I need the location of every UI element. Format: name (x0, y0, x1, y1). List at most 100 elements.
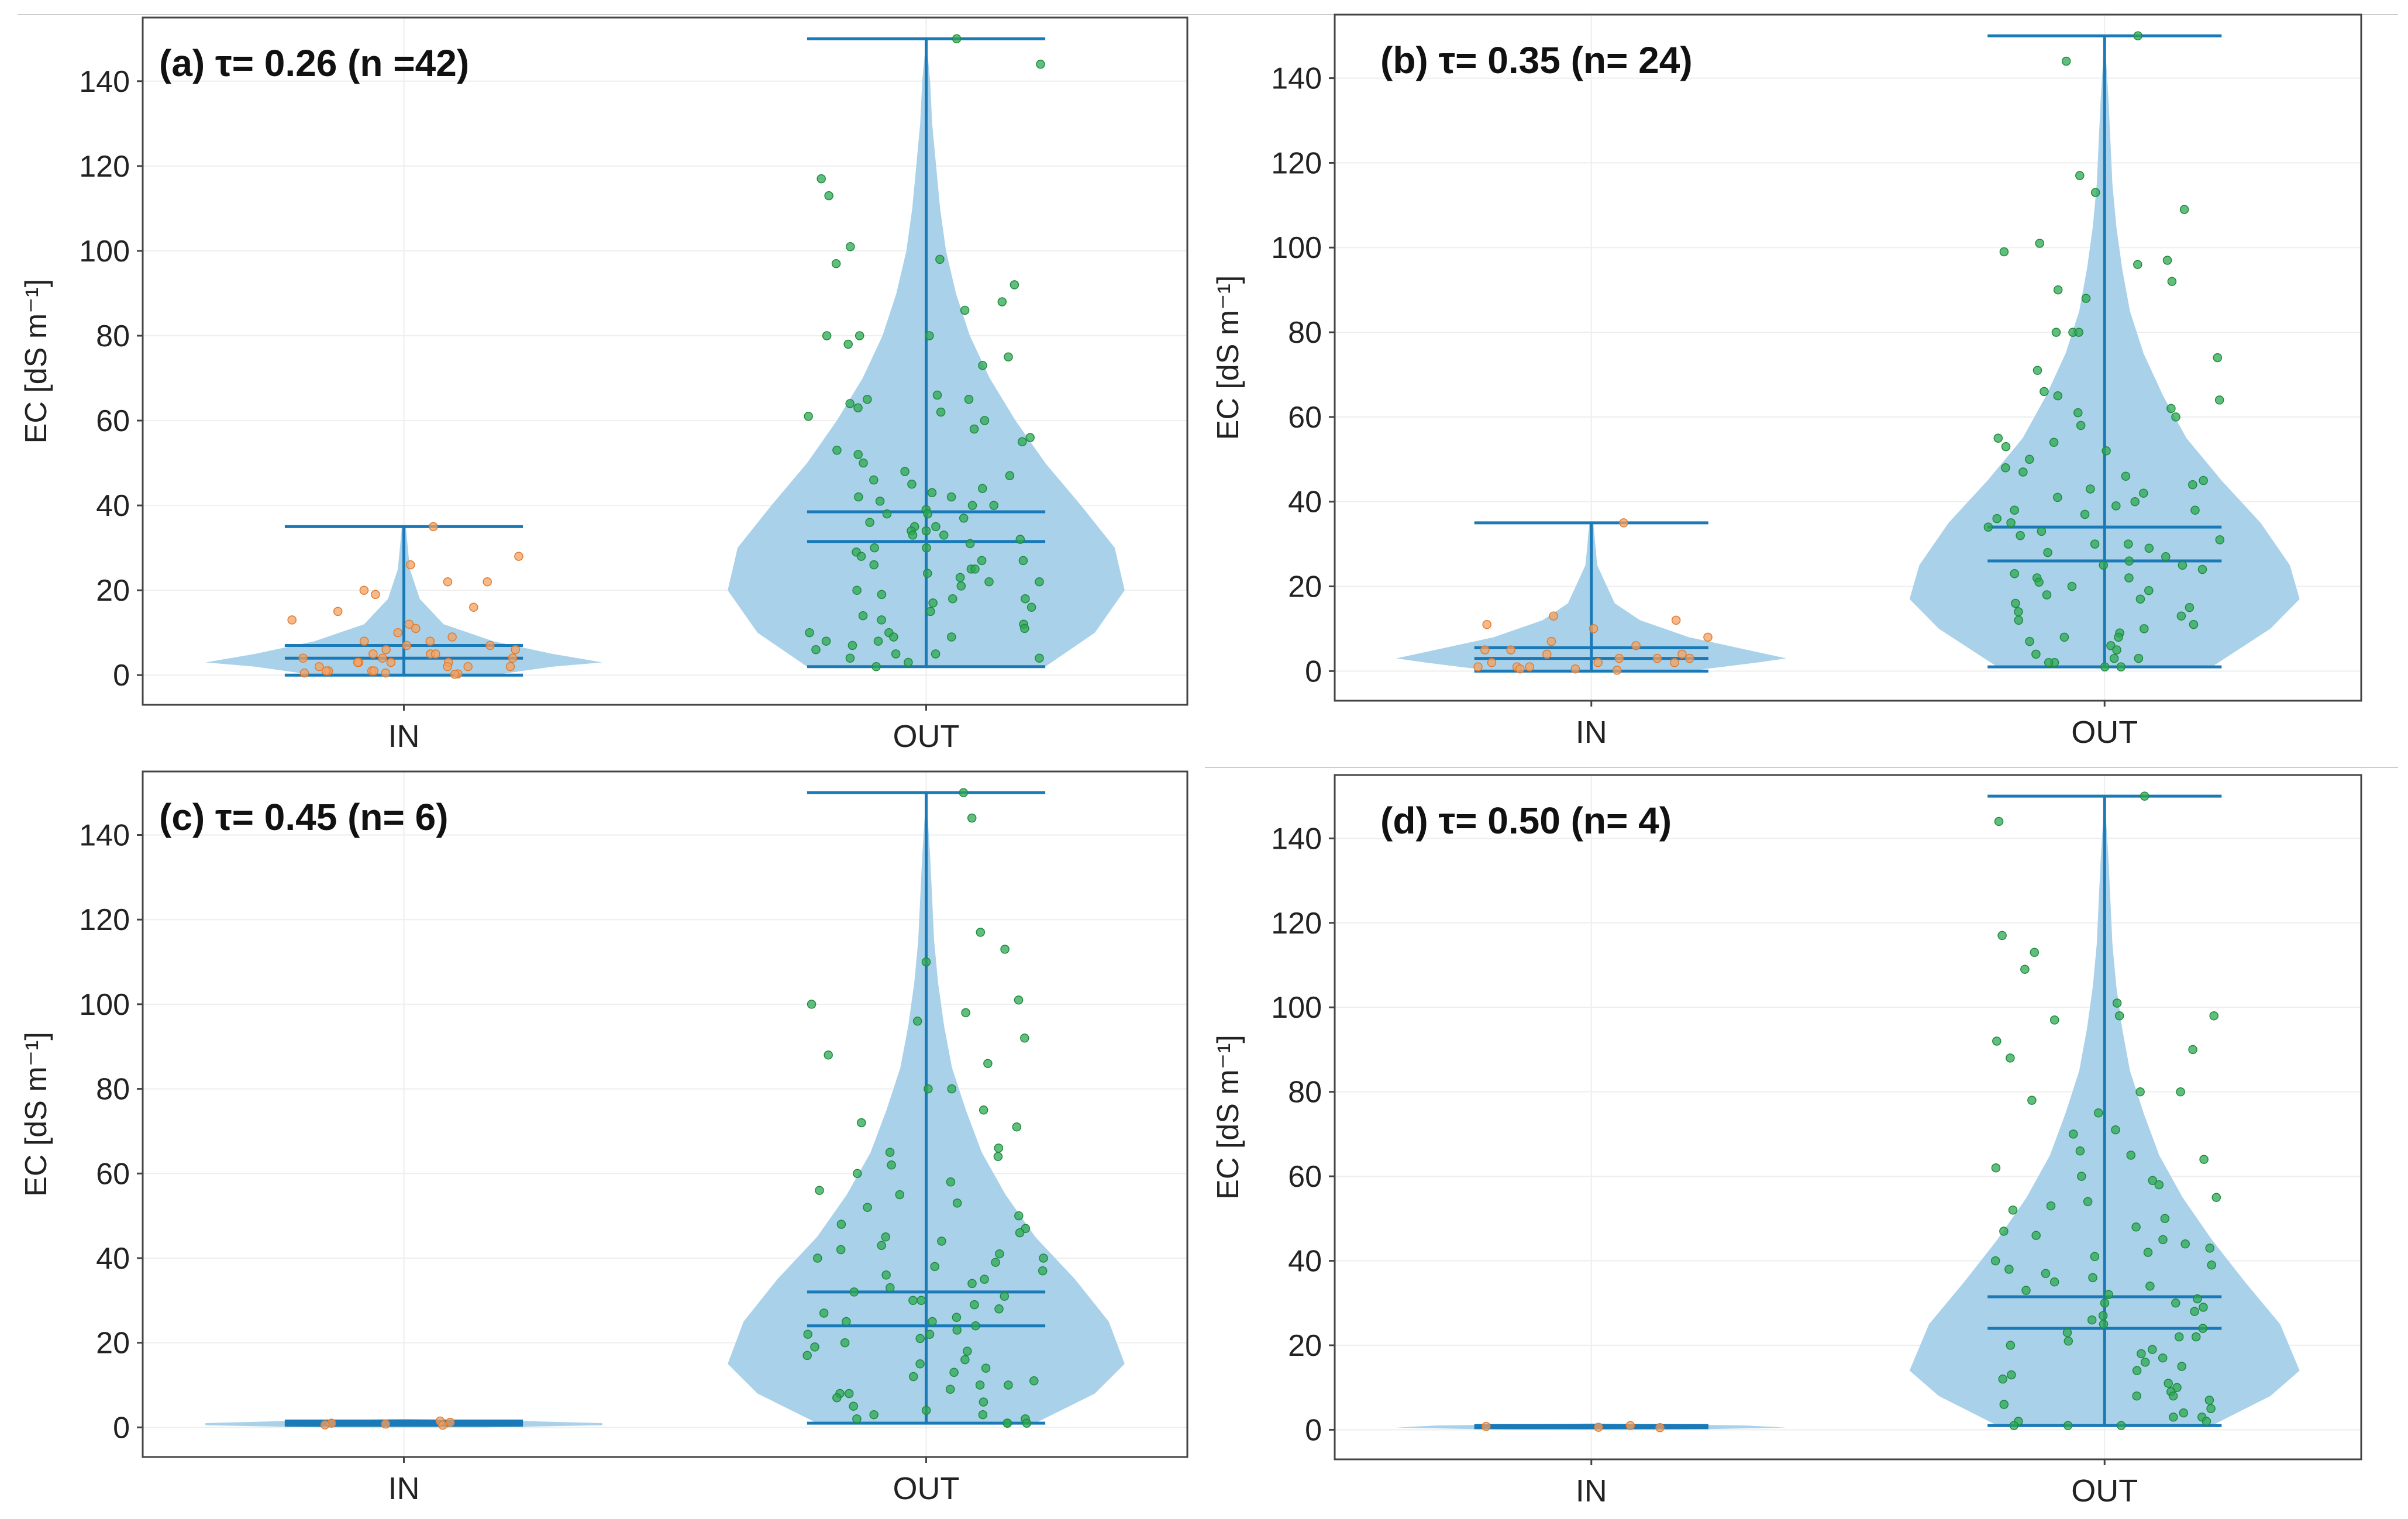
data-point-out (964, 395, 974, 404)
data-point-out (928, 598, 938, 608)
data-point-out (908, 1372, 918, 1382)
data-point-out (2014, 607, 2023, 616)
data-point-out (2130, 497, 2140, 507)
data-point-out (971, 1321, 980, 1331)
data-point-in (359, 585, 369, 595)
data-point-out (2090, 188, 2100, 197)
x-tick-label-out: OUT (2071, 1473, 2138, 1508)
data-point-out (2102, 446, 2111, 456)
data-point-out (2030, 948, 2040, 957)
data-point-out (2042, 590, 2052, 600)
data-point-out (2135, 594, 2145, 604)
data-point-out (857, 1118, 866, 1128)
data-point-in (333, 607, 343, 616)
data-point-in (1542, 649, 1552, 659)
data-point-out (1983, 522, 1993, 532)
data-point-out (2132, 1366, 2142, 1376)
data-point-out (865, 518, 874, 527)
data-point-out (1990, 1256, 2000, 1266)
data-point-in (1670, 658, 1679, 667)
data-point-out (824, 1050, 833, 1060)
data-point-out (2124, 539, 2133, 549)
x-tick-label-out: OUT (2071, 715, 2138, 750)
data-point-out (1999, 1400, 2009, 1409)
data-point-in (514, 552, 523, 561)
data-point-out (802, 1351, 812, 1360)
data-point-out (983, 1059, 993, 1068)
data-point-out (995, 1249, 1004, 1259)
data-point-out (967, 501, 977, 510)
data-point-out (2140, 791, 2149, 801)
panel-title: (d) τ= 0.50 (n= 4) (1380, 800, 1672, 842)
panel-d: 0 20 40 60 80 100 120 140 IN OUT EC [dS m⁻¹] (d) τ=… (1211, 774, 2362, 1508)
data-point-out (2189, 619, 2199, 629)
data-point-out (979, 1105, 988, 1115)
data-point-out (1026, 602, 1036, 612)
data-point-out (2131, 1222, 2141, 1232)
data-point-in (381, 1419, 391, 1429)
data-point-out (854, 492, 863, 502)
data-point-out (2044, 658, 2054, 667)
data-point-out (930, 1262, 939, 1272)
data-point-out (2148, 1176, 2158, 1186)
data-point-out (908, 1296, 918, 1306)
data-point-out (2018, 467, 2028, 477)
data-point-out (2099, 1320, 2109, 1329)
data-point-out (2135, 1087, 2145, 1097)
data-point-out (2112, 998, 2122, 1008)
panel-title: (c) τ= 0.45 (n= 6) (159, 796, 449, 838)
data-point-out (932, 390, 942, 400)
data-point-out (2009, 1421, 2019, 1430)
data-point-in (381, 645, 391, 655)
y-tick-label: 40 (96, 489, 130, 523)
data-point-out (2205, 1244, 2214, 1253)
data-point-out (2126, 1151, 2136, 1160)
data-point-out (989, 501, 998, 510)
data-point-out (2077, 1172, 2086, 1181)
data-point-out (956, 581, 966, 591)
data-point-in (298, 653, 308, 663)
data-point-out (970, 1300, 979, 1310)
data-point-out (873, 636, 883, 646)
data-point-out (2143, 1248, 2153, 1257)
data-point-out (994, 1143, 1004, 1153)
data-point-out (1991, 1163, 2001, 1173)
data-point-out (921, 1406, 931, 1415)
data-point-out (2059, 632, 2069, 642)
data-point-out (978, 361, 987, 370)
data-point-out (952, 1313, 962, 1322)
data-point-out (946, 492, 956, 502)
data-point-out (2132, 1391, 2141, 1401)
data-point-out (842, 1317, 851, 1327)
data-point-out (2088, 1273, 2097, 1283)
data-point-out (2025, 454, 2034, 464)
data-point-out (804, 412, 813, 421)
data-point-in (425, 636, 435, 646)
data-point-out (2025, 636, 2034, 646)
data-point-out (2211, 1193, 2221, 1202)
data-point-out (1997, 931, 2007, 941)
data-point-out (2188, 1045, 2197, 1055)
data-point-out (2140, 624, 2149, 633)
y-tick-label: 20 (96, 1327, 130, 1360)
data-point-in (508, 653, 518, 663)
data-point-in (371, 590, 380, 600)
data-point-in (1625, 1421, 1635, 1430)
data-point-out (1000, 945, 1010, 954)
data-point-out (2004, 1265, 2014, 1274)
data-point-out (849, 1287, 859, 1297)
data-point-out (2100, 662, 2110, 671)
data-point-out (2087, 1315, 2097, 1325)
data-point-out (836, 1245, 846, 1255)
data-point-in (1506, 645, 1515, 655)
data-point-in (438, 1420, 447, 1430)
data-point-in (485, 640, 495, 650)
data-point-out (976, 928, 986, 937)
y-tick-label: 60 (96, 404, 130, 438)
data-point-out (1998, 1375, 2007, 1384)
data-point-out (2006, 1341, 2016, 1350)
data-point-out (2197, 564, 2207, 574)
data-point-out (2111, 1125, 2120, 1135)
data-point-out (2179, 205, 2189, 214)
